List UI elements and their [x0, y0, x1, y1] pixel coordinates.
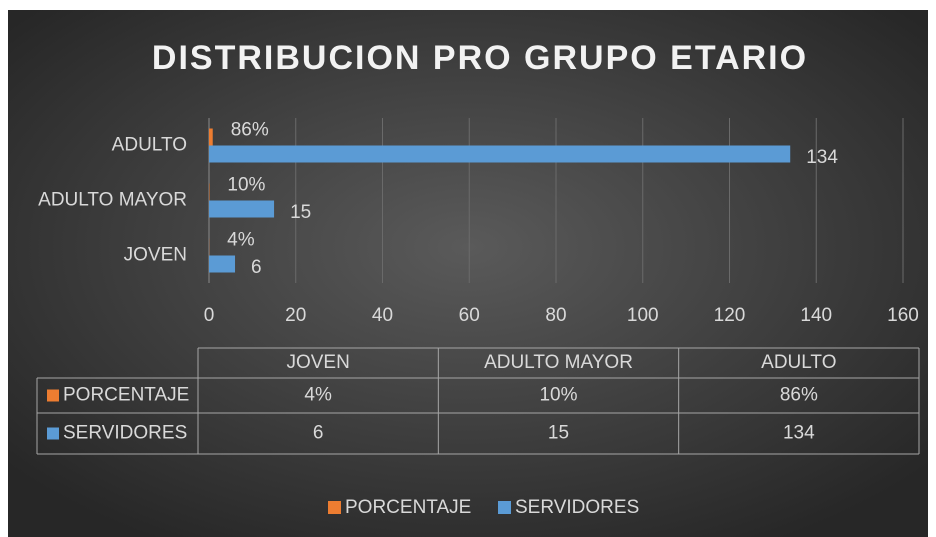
bar: [209, 145, 791, 163]
legend-key: [498, 501, 511, 514]
table-cell: 86%: [780, 385, 818, 406]
table-header: ADULTO: [761, 352, 836, 373]
x-tick-label: 100: [627, 305, 659, 326]
x-tick-label: 80: [545, 305, 566, 326]
x-tick-label: 120: [714, 305, 746, 326]
data-label: 86%: [231, 120, 269, 141]
y-tick-label: ADULTO MAYOR: [38, 190, 187, 211]
data-label: 6: [251, 257, 262, 278]
legend-label: PORCENTAJE: [345, 497, 471, 518]
x-tick-label: 0: [204, 305, 215, 326]
chart-background: [8, 10, 928, 537]
table-row-label: SERVIDORES: [63, 423, 187, 444]
table-cell: 10%: [539, 385, 577, 406]
x-tick-label: 60: [459, 305, 480, 326]
table-legend-key: [47, 389, 59, 402]
x-tick-label: 160: [887, 305, 919, 326]
legend-key: [328, 501, 341, 514]
x-tick-label: 40: [372, 305, 393, 326]
y-tick-label: ADULTO: [112, 135, 187, 156]
table-header: JOVEN: [286, 352, 349, 373]
table-cell: 6: [313, 423, 324, 444]
bar: [209, 200, 275, 218]
table-header: ADULTO MAYOR: [484, 352, 633, 373]
chart-title: DISTRIBUCION PRO GRUPO ETARIO: [152, 39, 808, 77]
table-row-label: PORCENTAJE: [63, 385, 189, 406]
bar: [209, 128, 213, 146]
data-label: 10%: [227, 175, 265, 196]
data-label: 4%: [227, 230, 255, 251]
x-tick-label: 20: [285, 305, 306, 326]
x-tick-label: 140: [800, 305, 832, 326]
table-cell: 134: [783, 423, 815, 444]
legend-label: SERVIDORES: [515, 497, 639, 518]
table-cell: 15: [548, 423, 569, 444]
bar: [209, 255, 236, 273]
data-label: 134: [806, 147, 838, 168]
data-label: 15: [290, 202, 311, 223]
table-cell: 4%: [304, 385, 332, 406]
y-tick-label: JOVEN: [124, 245, 187, 266]
table-legend-key: [47, 427, 59, 440]
